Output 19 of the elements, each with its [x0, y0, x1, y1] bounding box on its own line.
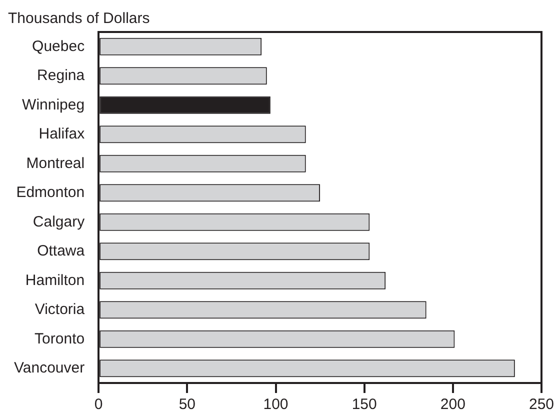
x-tick-label: 50 — [178, 396, 196, 414]
y-tick-label: Calgary — [32, 213, 86, 230]
y-tick-label: Montreal — [26, 154, 85, 172]
y-tick-label: Toronto — [34, 330, 85, 348]
y-tick-label: Edmonton — [16, 184, 85, 202]
y-tick-label: Victoria — [34, 301, 86, 318]
y-tick-label: Ottawa — [37, 242, 86, 260]
y-tick-label: Vancouver — [14, 360, 85, 377]
x-tick-label: 200 — [440, 396, 466, 414]
x-tick-label: 100 — [263, 396, 288, 414]
y-tick-label: Winnipeg — [22, 96, 85, 114]
y-tick-label: Hamilton — [25, 272, 85, 289]
x-tick-label: 150 — [352, 396, 377, 414]
y-tick-label: Quebec — [32, 38, 86, 55]
chart-title: Thousands of Dollars — [8, 10, 150, 28]
y-tick-label: Halifax — [38, 126, 86, 143]
x-tick-label: 0 — [94, 396, 103, 414]
y-tick-label: Regina — [37, 67, 86, 84]
x-tick-label: 250 — [528, 396, 554, 414]
